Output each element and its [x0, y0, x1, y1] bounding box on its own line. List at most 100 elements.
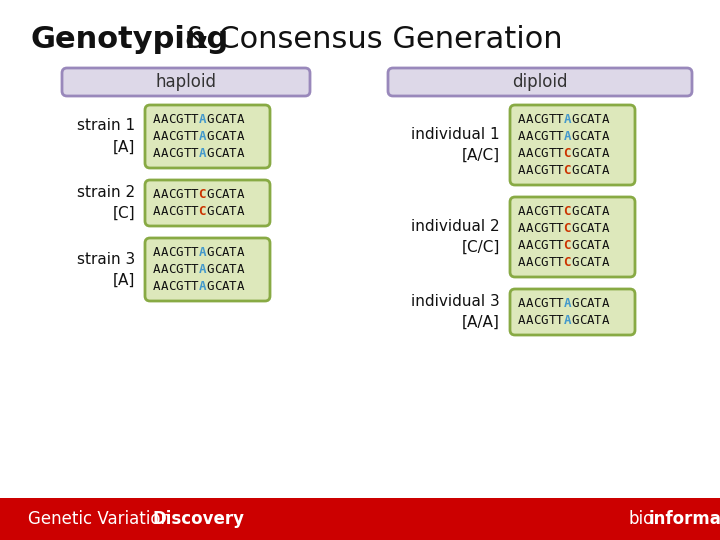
Text: G: G [571, 130, 579, 143]
FancyBboxPatch shape [510, 289, 635, 335]
Text: C: C [534, 164, 541, 177]
Text: A: A [602, 113, 609, 126]
Text: A: A [161, 280, 168, 293]
Text: G: G [176, 280, 184, 293]
Text: G: G [571, 147, 579, 160]
Text: A: A [526, 297, 533, 310]
Text: A: A [222, 246, 229, 259]
Text: C: C [534, 130, 541, 143]
Text: T: T [556, 164, 564, 177]
Text: A: A [161, 147, 168, 160]
Text: A: A [153, 188, 161, 201]
Text: A: A [199, 147, 206, 160]
Text: diploid: diploid [512, 73, 568, 91]
Text: G: G [541, 164, 549, 177]
Text: C: C [214, 147, 221, 160]
Text: A: A [199, 113, 206, 126]
FancyBboxPatch shape [388, 68, 692, 96]
Text: A: A [199, 280, 206, 293]
Text: C: C [534, 205, 541, 218]
Text: T: T [549, 297, 556, 310]
Text: A: A [518, 256, 526, 269]
Text: G: G [571, 164, 579, 177]
Text: A: A [602, 239, 609, 252]
Text: T: T [184, 147, 191, 160]
Text: G: G [206, 263, 214, 276]
Text: A: A [153, 113, 161, 126]
Text: C: C [168, 246, 176, 259]
Text: A: A [586, 222, 594, 235]
Text: T: T [556, 314, 564, 327]
Text: A: A [602, 314, 609, 327]
Text: A: A [526, 205, 533, 218]
Text: T: T [549, 314, 556, 327]
Text: T: T [549, 130, 556, 143]
Text: strain 1
[A]: strain 1 [A] [77, 118, 135, 154]
Text: A: A [153, 147, 161, 160]
Text: G: G [206, 130, 214, 143]
Text: G: G [176, 263, 184, 276]
Text: A: A [161, 263, 168, 276]
Text: C: C [579, 130, 586, 143]
Text: G: G [571, 256, 579, 269]
Text: T: T [229, 205, 236, 218]
Text: T: T [191, 246, 199, 259]
Text: A: A [222, 113, 229, 126]
Text: A: A [161, 205, 168, 218]
Text: A: A [564, 297, 571, 310]
Text: individual 2
[C/C]: individual 2 [C/C] [411, 219, 500, 255]
Text: C: C [168, 188, 176, 201]
Text: C: C [168, 263, 176, 276]
Text: G: G [176, 188, 184, 201]
Text: C: C [214, 113, 221, 126]
Text: T: T [556, 113, 564, 126]
Text: A: A [526, 130, 533, 143]
Text: strain 3
[A]: strain 3 [A] [77, 252, 135, 287]
Text: T: T [594, 239, 601, 252]
Text: T: T [191, 188, 199, 201]
Text: G: G [206, 280, 214, 293]
Text: A: A [586, 147, 594, 160]
Text: G: G [541, 314, 549, 327]
Text: A: A [222, 280, 229, 293]
Text: A: A [586, 113, 594, 126]
Text: A: A [602, 222, 609, 235]
Text: A: A [526, 222, 533, 235]
Text: A: A [602, 130, 609, 143]
Text: A: A [526, 147, 533, 160]
Text: C: C [214, 205, 221, 218]
Text: G: G [571, 222, 579, 235]
Text: A: A [161, 113, 168, 126]
Text: C: C [534, 256, 541, 269]
Text: C: C [534, 297, 541, 310]
Text: G: G [176, 205, 184, 218]
Text: T: T [556, 239, 564, 252]
Text: T: T [191, 147, 199, 160]
Text: A: A [526, 239, 533, 252]
Text: T: T [594, 222, 601, 235]
Text: C: C [579, 164, 586, 177]
Text: T: T [549, 147, 556, 160]
Text: T: T [556, 222, 564, 235]
Text: A: A [602, 256, 609, 269]
Text: A: A [199, 246, 206, 259]
Text: T: T [184, 113, 191, 126]
Text: A: A [237, 113, 244, 126]
Text: G: G [206, 147, 214, 160]
Text: G: G [571, 314, 579, 327]
Text: G: G [541, 113, 549, 126]
Bar [0, 498, 720, 540]
Text: T: T [229, 130, 236, 143]
Text: A: A [526, 113, 533, 126]
Text: T: T [191, 205, 199, 218]
Text: A: A [518, 205, 526, 218]
Text: A: A [161, 246, 168, 259]
Text: T: T [594, 147, 601, 160]
Text: A: A [161, 130, 168, 143]
Text: A: A [161, 188, 168, 201]
Text: C: C [579, 113, 586, 126]
Text: T: T [229, 113, 236, 126]
Text: A: A [586, 205, 594, 218]
Text: C: C [564, 164, 571, 177]
Text: individual 1
[A/C]: individual 1 [A/C] [411, 127, 500, 163]
